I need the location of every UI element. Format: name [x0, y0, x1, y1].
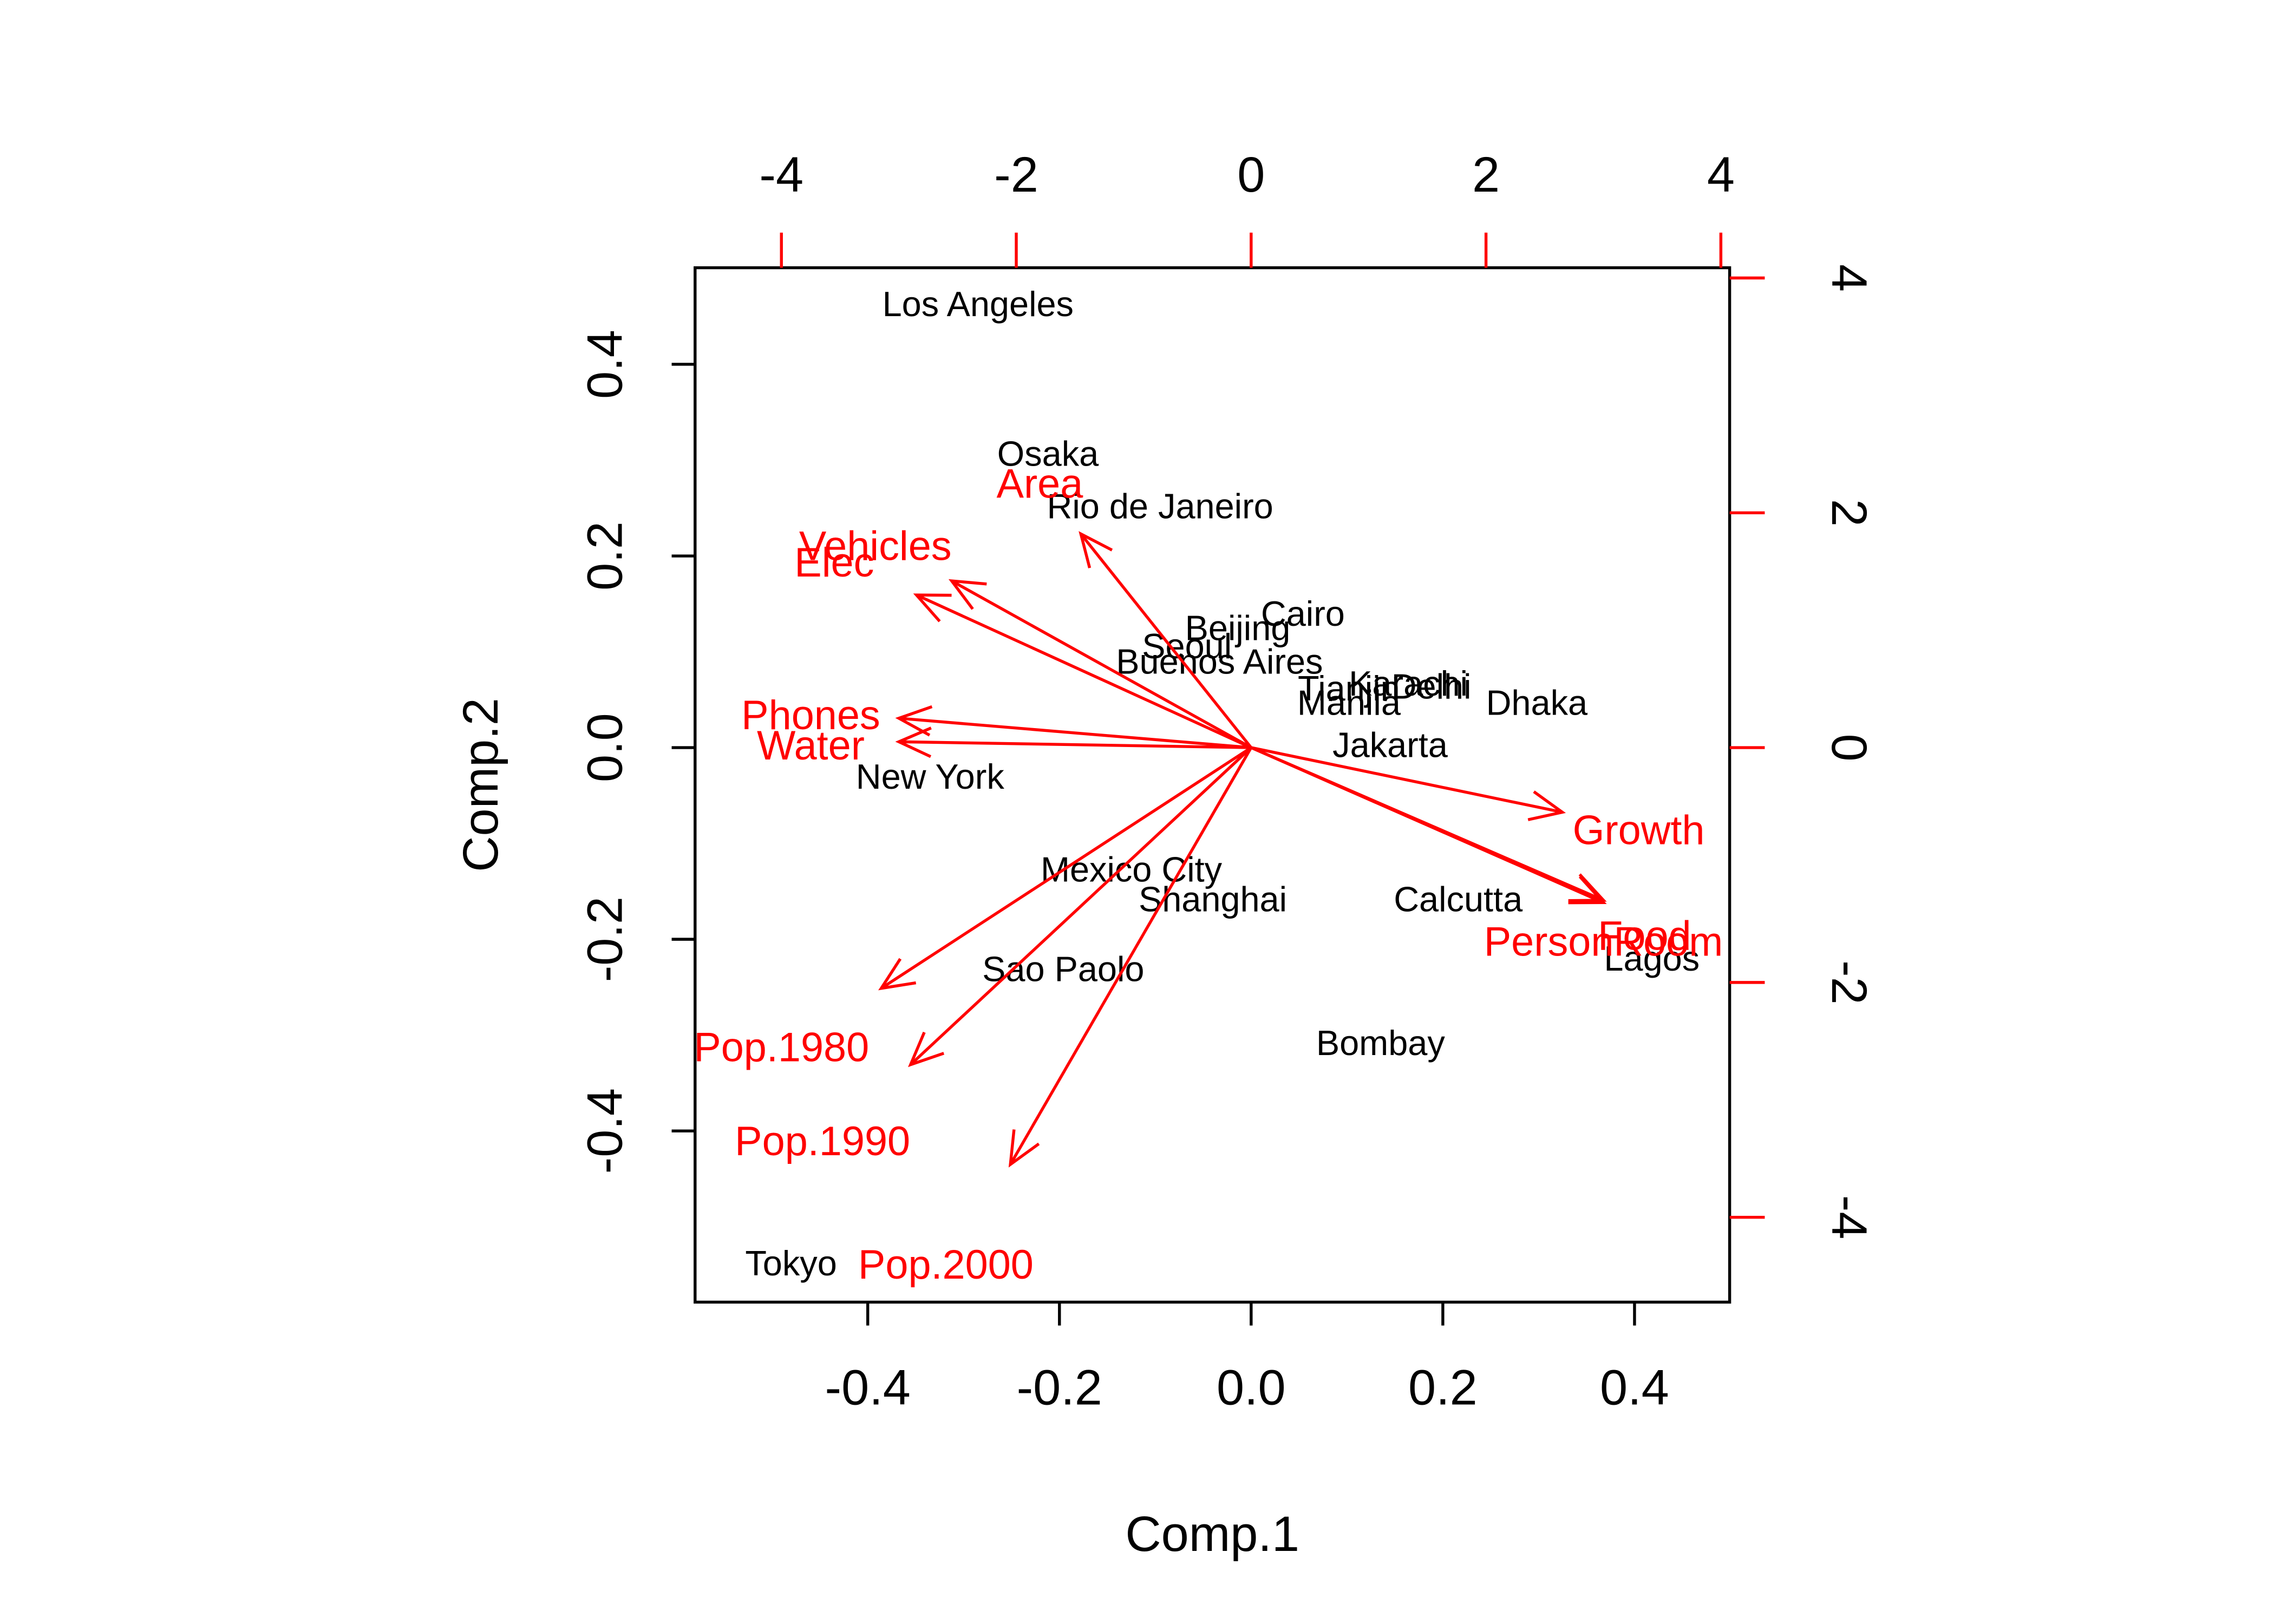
score-label: Jakarta [1332, 725, 1448, 764]
top-tick-label: -2 [994, 147, 1038, 202]
loading-label: Phones [741, 692, 880, 738]
top-tick-label: 0 [1237, 147, 1265, 202]
top-tick-label: 2 [1472, 147, 1500, 202]
loading-arrowhead [1527, 790, 1566, 821]
x-axis-title: Comp.1 [1125, 1507, 1299, 1562]
loading-arrowhead [1008, 1129, 1040, 1168]
loading-arrow [1009, 746, 1253, 1165]
loading-label: Elec [794, 540, 874, 586]
loading-label: Pop.1980 [694, 1025, 869, 1071]
score-label: Sao Paolo [982, 949, 1144, 989]
top-tick-label: -4 [759, 147, 803, 202]
score-label: Dhaka [1486, 683, 1588, 723]
loading-label: Area [996, 461, 1083, 507]
right-tick-label: -2 [1821, 960, 1877, 1005]
score-label: Seoul [1142, 626, 1232, 666]
loading-arrow [1251, 746, 1563, 814]
score-label: Tokyo [745, 1243, 837, 1283]
x-tick-label: -0.2 [1017, 1360, 1102, 1416]
loading-arrowhead [907, 1031, 945, 1068]
loading-arrow [880, 746, 1252, 990]
loading-arrowhead [913, 593, 952, 623]
score-label: Rio de Janeiro [1047, 487, 1273, 526]
score-label: Lagos [1604, 939, 1700, 978]
loading-arrowhead [895, 705, 933, 737]
y-tick-label: 0.2 [578, 521, 633, 591]
loading-arrow [1080, 533, 1252, 749]
right-tick-label: 0 [1821, 734, 1877, 762]
score-label: Osaka [997, 434, 1099, 473]
y-tick-label: -0.2 [578, 896, 633, 982]
loading-arrow [916, 593, 1252, 749]
loading-arrow [898, 717, 1252, 749]
x-tick-label: -0.4 [825, 1360, 911, 1416]
loading-arrowhead [1568, 875, 1607, 905]
x-tick-label: 0.0 [1217, 1360, 1286, 1416]
y-axis-title: Comp.2 [453, 698, 508, 872]
score-label: Los Angeles [883, 284, 1074, 324]
score-label: Karachi [1349, 664, 1468, 703]
loading-label: Pop.2000 [858, 1242, 1034, 1288]
loading-arrowhead [895, 726, 932, 758]
y-tick-label: -0.4 [578, 1088, 633, 1174]
loading-arrow [909, 746, 1252, 1066]
score-label: Buenos Aires [1116, 641, 1323, 681]
score-label: Manila [1297, 683, 1401, 723]
score-label: Delhi [1391, 666, 1472, 706]
x-tick-label: 0.2 [1408, 1360, 1478, 1416]
score-label: Calcutta [1394, 879, 1523, 919]
loading-label: Growth [1573, 807, 1705, 853]
score-label: Beijing [1185, 608, 1291, 648]
x-tick-label: 0.4 [1600, 1360, 1669, 1416]
loading-label: Pop.1990 [735, 1118, 910, 1164]
score-label: Cairo [1261, 594, 1345, 633]
loading-arrow [1250, 746, 1604, 904]
y-tick-label: 0.0 [578, 713, 633, 782]
score-label: Shanghai [1139, 879, 1287, 919]
y-tick-label: 0.4 [578, 330, 633, 399]
loading-arrow [951, 579, 1252, 749]
loading-label: Vehicles [799, 523, 952, 569]
right-tick-label: 4 [1821, 264, 1877, 292]
loading-arrowhead [878, 958, 917, 991]
loading-arrowhead [1079, 531, 1113, 568]
top-tick-label: 4 [1707, 147, 1735, 202]
loading-arrow [899, 740, 1251, 749]
score-label: Bombay [1316, 1023, 1446, 1063]
loading-label: Water [757, 723, 865, 769]
loading-label: PersonRoom [1484, 919, 1723, 965]
score-label: Tianjin [1298, 669, 1400, 708]
right-tick-label: 2 [1821, 499, 1877, 527]
score-label: New York [856, 757, 1005, 796]
score-label: Mexico City [1041, 850, 1223, 889]
plot-frame [694, 266, 1731, 1304]
right-tick-label: -4 [1821, 1195, 1877, 1240]
loading-arrowhead [948, 579, 987, 610]
loading-label: Food [1598, 913, 1691, 959]
